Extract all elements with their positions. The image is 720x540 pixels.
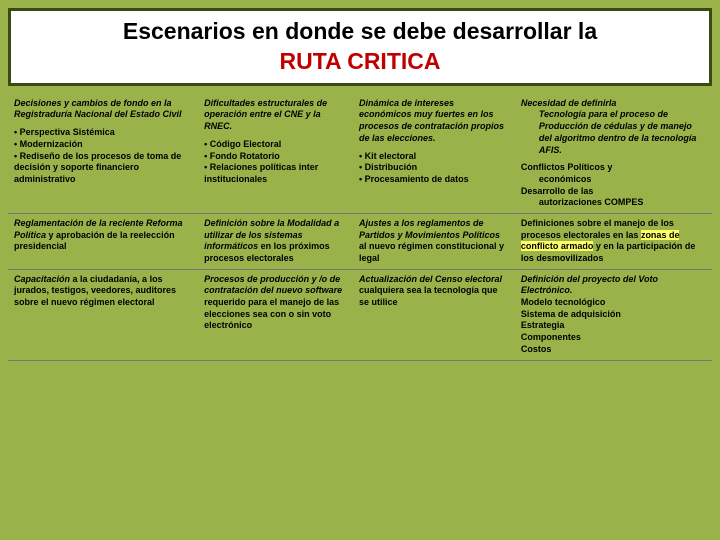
content-table: Decisiones y cambios de fondo en la Regi… — [8, 94, 712, 361]
line: Sistema de adquisición — [521, 309, 706, 321]
line: Componentes — [521, 332, 706, 344]
cell-r1c4: Necesidad de definirla Tecnología para e… — [515, 94, 712, 214]
cell-r2c2: Definición sobre la Modalidad a utilizar… — [198, 213, 353, 269]
cell-heading: Dificultades estructurales de operación … — [204, 98, 327, 131]
extra-text: Desarrollo de las autorizaciones COMPES — [521, 186, 706, 209]
cell-r2c1: Reglamentación de la reciente Reforma Po… — [8, 213, 198, 269]
table-row: Capacitación a la ciudadanía, a los jura… — [8, 269, 712, 360]
cell-r3c1: Capacitación a la ciudadanía, a los jura… — [8, 269, 198, 360]
list-item: Procesamiento de datos — [359, 174, 509, 186]
list-item: Perspectiva Sistémica — [14, 127, 192, 139]
line: Modelo tecnológico — [521, 297, 706, 309]
cell-r2c4: Definiciones sobre el manejo de los proc… — [515, 213, 712, 269]
table-row: Reglamentación de la reciente Reforma Po… — [8, 213, 712, 269]
cell-heading: Dinámica de intereses económicos muy fue… — [359, 98, 504, 143]
cell-heading: Necesidad de definirla Tecnología para e… — [521, 98, 706, 156]
title-line1: Escenarios en donde se debe desarrollar … — [21, 17, 699, 47]
list-item: Kit electoral — [359, 151, 509, 163]
list-item: Relaciones políticas inter institucional… — [204, 162, 347, 185]
list-item: Código Electoral — [204, 139, 347, 151]
title-line2: RUTA CRITICA — [21, 47, 699, 77]
cell-r2c3: Ajustes a los reglamentos de Partidos y … — [353, 213, 515, 269]
cell-r3c2: Procesos de producción y /o de contratac… — [198, 269, 353, 360]
cell-r3c4: Definición del proyecto del Voto Electró… — [515, 269, 712, 360]
cell-heading: Decisiones y cambios de fondo en la Regi… — [14, 98, 182, 120]
line: Estrategia — [521, 320, 706, 332]
line: Costos — [521, 344, 706, 356]
list-item: Fondo Rotatorio — [204, 151, 347, 163]
extra-text: Conflictos Políticos y económicos — [521, 162, 706, 185]
table-row: Decisiones y cambios de fondo en la Regi… — [8, 94, 712, 214]
list-item: Rediseño de los procesos de toma de deci… — [14, 151, 192, 186]
bullet-list: Perspectiva Sistémica Modernización Redi… — [14, 127, 192, 185]
cell-r1c1: Decisiones y cambios de fondo en la Regi… — [8, 94, 198, 214]
list-item: Distribución — [359, 162, 509, 174]
bullet-list: Kit electoral Distribución Procesamiento… — [359, 151, 509, 186]
bullet-list: Código Electoral Fondo Rotatorio Relacio… — [204, 139, 347, 186]
list-item: Modernización — [14, 139, 192, 151]
title-box: Escenarios en donde se debe desarrollar … — [8, 8, 712, 86]
cell-r1c2: Dificultades estructurales de operación … — [198, 94, 353, 214]
cell-r3c3: Actualización del Censo electoral cualqu… — [353, 269, 515, 360]
cell-r1c3: Dinámica de intereses económicos muy fue… — [353, 94, 515, 214]
